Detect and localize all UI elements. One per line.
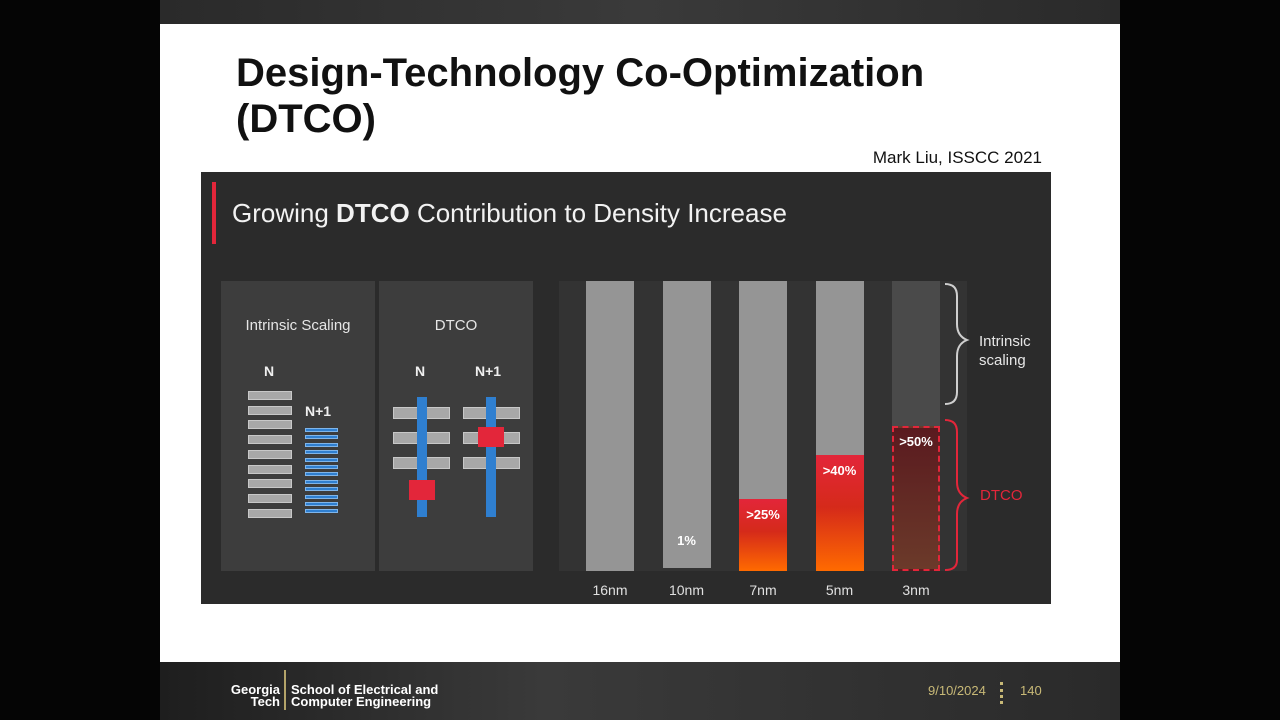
- intrinsic-col-n1: N+1: [305, 403, 332, 419]
- data-label-7nm: >25%: [746, 506, 780, 522]
- track-bar: [305, 435, 338, 440]
- track-bar: [248, 435, 292, 445]
- data-label-10nm: 1%: [677, 533, 696, 548]
- via-square: [409, 480, 435, 500]
- figure-heading-pre: Growing: [232, 198, 337, 228]
- track-bar: [305, 509, 338, 514]
- intrinsic-bar-16nm: [586, 281, 634, 571]
- intrinsic-bar-7nm: [739, 281, 787, 499]
- track-bar: [305, 457, 338, 462]
- dtco-col-n1: N+1: [475, 363, 502, 379]
- dtco-bar-5nm: [815, 455, 864, 571]
- x-tick-10nm: 10nm: [668, 582, 705, 598]
- vertical-metal-line: [417, 397, 427, 517]
- dtco-panel-label: DTCO: [434, 317, 478, 334]
- x-tick-3nm: 3nm: [902, 582, 930, 598]
- slide-footer: Georgia Tech School of Electrical and Co…: [160, 662, 1120, 720]
- slide-title: Design-Technology Co-Optimization (DTCO): [236, 51, 925, 141]
- intrinsic-scaling-label: Intrinsic Scaling: [245, 317, 351, 334]
- intrinsic-scaling-panel: Intrinsic Scaling N N+1: [221, 281, 375, 571]
- intrinsic-scaling-brace-label: Intrinsic scaling: [979, 333, 1031, 369]
- footer-separator: [1000, 682, 1006, 704]
- track-bar: [248, 479, 292, 489]
- track-bar: [305, 494, 338, 499]
- track-bar: [305, 428, 338, 432]
- logo-georgia: Georgia: [230, 682, 280, 697]
- window-top-bar: [160, 0, 1120, 24]
- track-bar: [305, 450, 338, 455]
- track-bar: [248, 464, 292, 474]
- x-tick-5nm: 5nm: [825, 582, 854, 598]
- brace-graphics: [944, 283, 970, 571]
- logo-divider: [284, 670, 286, 710]
- dtco-bar-3nm: [892, 426, 940, 571]
- intrinsic-bar-3nm: [892, 281, 940, 426]
- figure-heading-bold: DTCO: [336, 198, 410, 228]
- logo-tech: Tech: [250, 694, 280, 709]
- x-tick-7nm: 7nm: [749, 582, 777, 598]
- slide: Design-Technology Co-Optimization (DTCO)…: [160, 24, 1120, 662]
- track-bar: [305, 442, 338, 447]
- track-bar: [305, 502, 338, 506]
- intrinsic-bar-10nm: [662, 281, 711, 569]
- data-label-3nm: >50%: [899, 434, 933, 449]
- vertical-metal-line: [486, 397, 496, 517]
- slide-date: 9/10/2024: [928, 683, 986, 698]
- dept-line2: Computer Engineering: [291, 694, 432, 709]
- track-bar: [248, 449, 292, 459]
- dept-line1: School of Electrical and: [291, 682, 439, 697]
- track-bar: [305, 479, 338, 484]
- track-bar: [305, 472, 338, 477]
- track-bar: [248, 391, 292, 400]
- track-bar: [248, 508, 292, 518]
- figure-heading: Growing DTCO Contribution to Density Inc…: [232, 198, 787, 229]
- via-square: [478, 427, 504, 447]
- intrinsic-bar-5nm: [815, 281, 864, 455]
- dtco-col-n: N: [415, 363, 426, 379]
- dtco-brace-label: DTCO: [980, 487, 1023, 504]
- track-bar: [305, 465, 338, 469]
- dtco-brace: [944, 419, 970, 571]
- track-bar: [248, 420, 292, 430]
- data-label-5nm: >40%: [822, 463, 857, 478]
- track-bar: [248, 405, 292, 415]
- dtco-bar-7nm: [739, 498, 787, 571]
- citation: Mark Liu, ISSCC 2021: [872, 148, 1042, 167]
- track-bar: [305, 487, 338, 492]
- heading-accent-bar: [212, 182, 216, 244]
- dtco-panel: DTCO N N+1: [379, 281, 533, 571]
- page-number: 140: [1020, 683, 1042, 698]
- figure-heading-post: Contribution to Density Increase: [409, 198, 787, 228]
- x-tick-16nm: 16nm: [592, 582, 628, 598]
- intrinsic-brace: [944, 283, 970, 405]
- intrinsic-col-n: N: [264, 363, 275, 379]
- track-bar: [248, 493, 292, 503]
- dtco-figure: Growing DTCO Contribution to Density Inc…: [201, 172, 1051, 604]
